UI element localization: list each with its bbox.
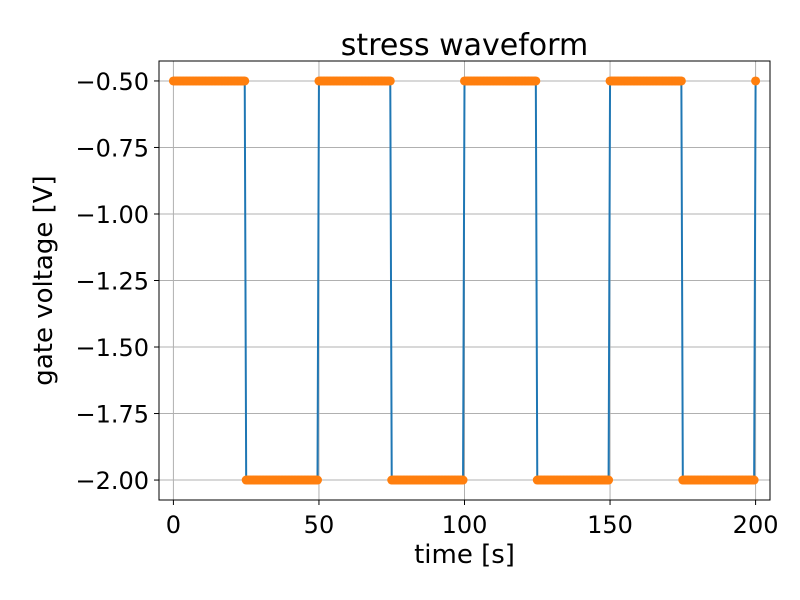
x-tick-label: 200 [733, 511, 779, 539]
data-point [458, 475, 468, 485]
x-tick-label: 150 [587, 511, 633, 539]
data-point [751, 76, 761, 86]
y-axis-label: gate voltage [V] [29, 175, 59, 385]
y-tick-label: −2.00 [75, 467, 149, 495]
data-point [240, 76, 250, 86]
x-axis-ticks: 0 50 100 150 200 [166, 500, 779, 539]
series-markers [168, 76, 761, 485]
x-tick-label: 100 [442, 511, 488, 539]
y-tick-label: −0.75 [75, 134, 149, 162]
y-tick-label: −1.00 [75, 201, 149, 229]
y-tick-label: −1.25 [75, 268, 149, 296]
y-tick-label: −1.75 [75, 401, 149, 429]
y-axis-ticks: −0.50 −0.75 −1.00 −1.25 −1.50 −1.75 −2.00 [75, 68, 159, 495]
data-point [749, 475, 759, 485]
y-tick-label: −0.50 [75, 68, 149, 96]
data-point [604, 475, 614, 485]
data-point [313, 475, 322, 485]
y-tick-label: −1.50 [75, 334, 149, 362]
chart-title: stress waveform [341, 28, 588, 63]
data-point [676, 76, 686, 86]
x-tick-label: 0 [166, 511, 181, 539]
x-tick-label: 50 [304, 511, 335, 539]
data-point [385, 76, 395, 86]
data-point [531, 76, 541, 86]
x-axis-label: time [s] [414, 540, 515, 570]
